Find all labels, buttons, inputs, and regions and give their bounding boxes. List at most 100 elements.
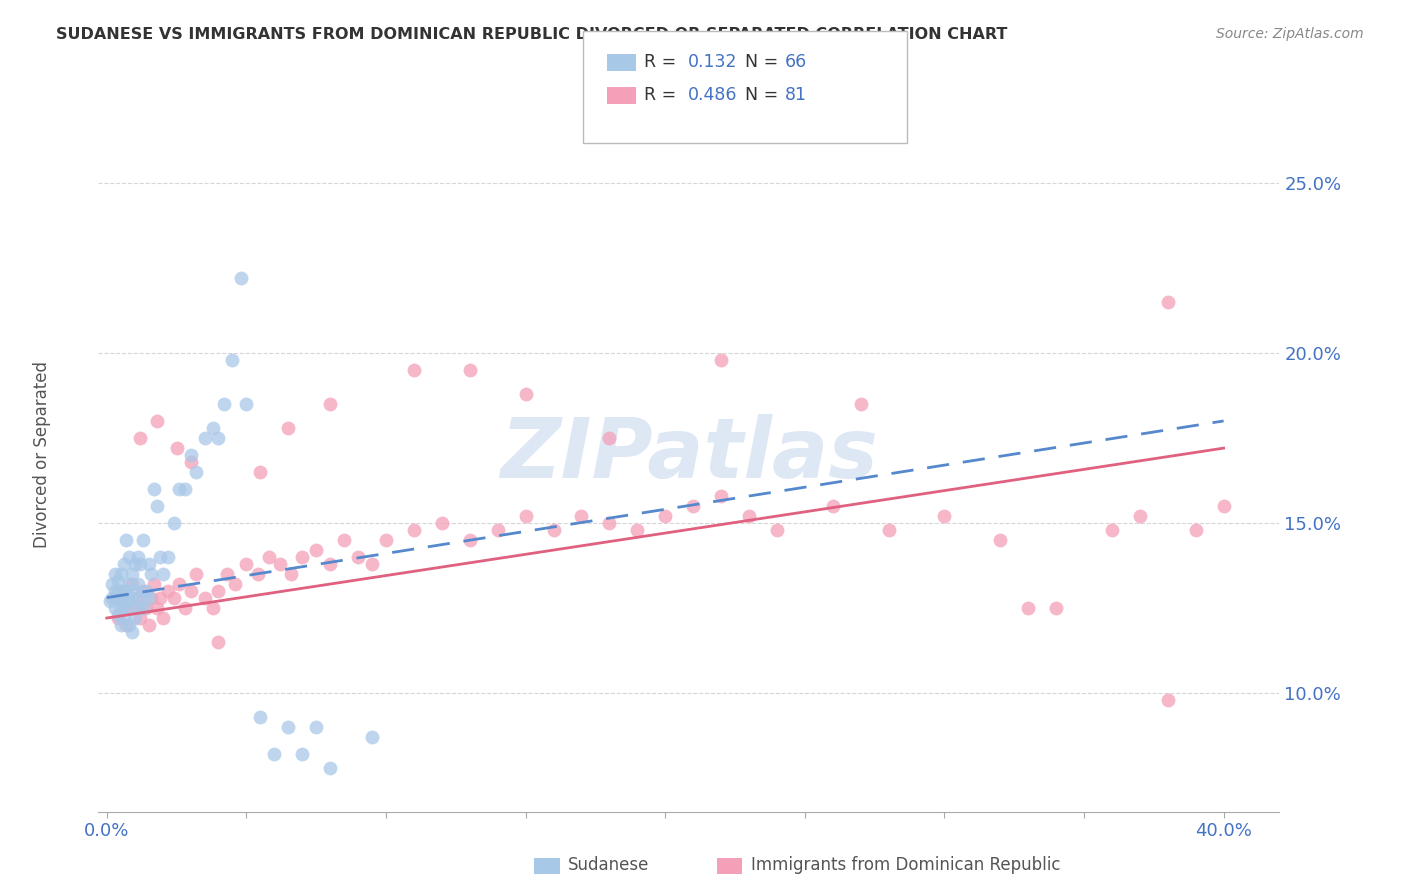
Point xyxy=(124,600,146,615)
Point xyxy=(121,624,143,639)
Point xyxy=(118,617,141,632)
Point xyxy=(115,617,138,632)
Text: Sudanese: Sudanese xyxy=(568,856,650,874)
Point xyxy=(246,566,269,581)
Point xyxy=(193,431,215,445)
Point xyxy=(402,363,425,377)
Point xyxy=(180,448,202,462)
Point xyxy=(104,600,127,615)
Point xyxy=(101,591,124,605)
Text: SUDANESE VS IMMIGRANTS FROM DOMINICAN REPUBLIC DIVORCED OR SEPARATED CORRELATION: SUDANESE VS IMMIGRANTS FROM DOMINICAN RE… xyxy=(56,27,1008,42)
Point xyxy=(280,566,302,581)
Point xyxy=(115,600,138,615)
Point xyxy=(598,431,620,445)
Point xyxy=(115,583,138,598)
Point xyxy=(988,533,1011,547)
Text: N =: N = xyxy=(745,54,779,71)
Point xyxy=(207,635,229,649)
Point xyxy=(124,583,146,598)
Point xyxy=(277,421,299,435)
Point xyxy=(146,600,169,615)
Point xyxy=(121,566,143,581)
Point xyxy=(110,591,132,605)
Point xyxy=(1212,499,1234,513)
Point xyxy=(104,583,127,598)
Point xyxy=(186,465,208,479)
Point xyxy=(127,591,149,605)
Point xyxy=(430,516,453,530)
Text: ZIPatlas: ZIPatlas xyxy=(501,415,877,495)
Point xyxy=(157,549,180,564)
Text: R =: R = xyxy=(644,87,676,104)
Point xyxy=(224,577,246,591)
Point xyxy=(141,591,163,605)
Point xyxy=(458,533,481,547)
Point xyxy=(107,607,129,622)
Point xyxy=(110,583,132,598)
Point xyxy=(682,499,704,513)
Point xyxy=(1045,600,1067,615)
Text: 66: 66 xyxy=(785,54,807,71)
Point xyxy=(186,566,208,581)
Point xyxy=(402,523,425,537)
Point xyxy=(121,577,143,591)
Point xyxy=(207,431,229,445)
Point xyxy=(291,747,314,761)
Text: R =: R = xyxy=(644,54,676,71)
Point xyxy=(229,271,252,285)
Point xyxy=(143,482,166,496)
Point xyxy=(132,533,155,547)
Y-axis label: Divorced or Separated: Divorced or Separated xyxy=(34,361,51,549)
Point xyxy=(877,523,900,537)
Point xyxy=(305,543,328,558)
Point xyxy=(710,489,733,503)
Point xyxy=(174,482,197,496)
Point xyxy=(249,709,271,723)
Point xyxy=(118,594,141,608)
Point xyxy=(110,566,132,581)
Point xyxy=(626,523,648,537)
Point xyxy=(361,557,384,571)
Point xyxy=(110,617,132,632)
Point xyxy=(1101,523,1123,537)
Point xyxy=(118,577,141,591)
Point xyxy=(319,397,342,411)
Point xyxy=(143,577,166,591)
Point xyxy=(129,431,152,445)
Point xyxy=(710,352,733,367)
Point xyxy=(135,583,157,598)
Point xyxy=(821,499,844,513)
Point xyxy=(146,414,169,428)
Point xyxy=(269,557,291,571)
Point xyxy=(138,617,160,632)
Text: Immigrants from Dominican Republic: Immigrants from Dominican Republic xyxy=(751,856,1060,874)
Point xyxy=(112,600,135,615)
Point xyxy=(934,509,956,524)
Point xyxy=(375,533,398,547)
Point xyxy=(112,583,135,598)
Point xyxy=(1157,295,1180,310)
Point xyxy=(766,523,789,537)
Point xyxy=(118,549,141,564)
Point xyxy=(169,577,191,591)
Point xyxy=(146,499,169,513)
Text: 0.486: 0.486 xyxy=(688,87,737,104)
Point xyxy=(319,557,342,571)
Point xyxy=(112,594,135,608)
Point xyxy=(163,591,186,605)
Point xyxy=(149,549,172,564)
Point xyxy=(127,577,149,591)
Point xyxy=(458,363,481,377)
Point xyxy=(361,730,384,744)
Point xyxy=(132,583,155,598)
Point xyxy=(149,591,172,605)
Point xyxy=(127,600,149,615)
Point xyxy=(212,397,235,411)
Point xyxy=(163,516,186,530)
Point xyxy=(543,523,565,537)
Point xyxy=(129,557,152,571)
Text: 0.132: 0.132 xyxy=(688,54,737,71)
Point xyxy=(207,583,229,598)
Point xyxy=(738,509,761,524)
Point xyxy=(486,523,509,537)
